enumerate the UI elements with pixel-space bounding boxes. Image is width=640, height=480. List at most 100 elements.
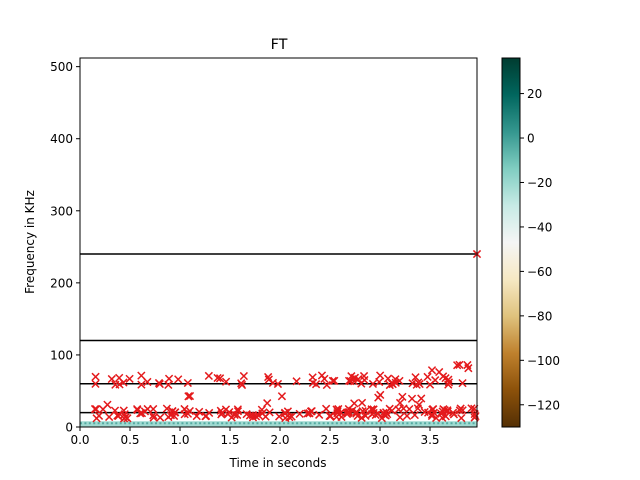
- spectrogram-band-speck: [181, 422, 184, 425]
- peak-marker: [402, 411, 412, 421]
- peak-marker: [115, 373, 124, 382]
- colorbar-tick-label: 0: [527, 132, 535, 146]
- spectrogram-band-speck: [199, 422, 202, 425]
- peak-marker: [455, 360, 464, 369]
- peak-marker: [395, 413, 405, 422]
- peak-marker: [204, 371, 213, 381]
- peak-marker: [463, 360, 472, 370]
- peak-marker: [115, 380, 124, 389]
- peak-marker: [195, 407, 204, 416]
- spectrogram-band-speck: [335, 422, 338, 425]
- spectrogram-band-speck: [238, 422, 241, 425]
- spectrogram-band-speck: [234, 422, 237, 425]
- peak-marker: [322, 380, 331, 390]
- peak-marker: [92, 414, 101, 423]
- peak-marker: [201, 411, 211, 421]
- peak-marker: [137, 380, 146, 389]
- x-tick-label: 1.0: [170, 433, 189, 447]
- peak-marker: [169, 411, 179, 421]
- spectrogram-band-speck: [406, 422, 409, 425]
- spectrogram-band-speck: [366, 422, 369, 425]
- spectrogram-band-speck: [265, 422, 268, 425]
- peak-marker: [92, 405, 101, 414]
- spectrogram-band-speck: [379, 422, 382, 425]
- peak-marker: [395, 376, 404, 386]
- peak-marker: [248, 413, 258, 422]
- spectrogram-band-speck: [225, 422, 228, 425]
- spectrogram-band-speck: [177, 422, 180, 425]
- colorbar-tick-label: −20: [527, 176, 552, 190]
- y-tick-label: 100: [50, 348, 73, 362]
- peak-marker: [183, 378, 192, 388]
- plot-frame: [79, 57, 478, 428]
- peak-marker: [184, 392, 193, 401]
- peak-marker: [440, 406, 449, 415]
- peak-marker: [435, 367, 444, 377]
- spectrogram-band-speck: [353, 422, 356, 425]
- spectrogram-band-speck: [163, 422, 166, 425]
- peak-marker: [423, 372, 432, 382]
- peak-marker: [311, 380, 321, 389]
- peak-marker: [292, 377, 301, 386]
- peak-marker: [453, 361, 462, 370]
- peak-marker: [367, 405, 376, 414]
- spectrogram-band-speck: [446, 422, 449, 425]
- peak-marker: [263, 399, 272, 408]
- peak-marker: [398, 392, 407, 401]
- spectrogram-band-speck: [300, 422, 303, 425]
- spectrogram-band-speck: [349, 422, 352, 425]
- peak-marker: [155, 379, 164, 389]
- spectrogram-band-speck: [402, 422, 405, 425]
- plot-area: [79, 57, 482, 428]
- peak-marker: [449, 410, 459, 419]
- spectrogram-band-speck: [137, 422, 140, 425]
- peak-marker: [164, 374, 174, 383]
- colorbar-tick-label: −40: [527, 220, 552, 234]
- spectrogram-band-speck: [278, 422, 281, 425]
- peak-marker: [315, 410, 324, 419]
- spectrogram-band-speck: [331, 422, 334, 425]
- spectrogram-band-speck: [357, 422, 360, 425]
- spectrogram-band-speck: [194, 422, 197, 425]
- peak-marker: [248, 411, 258, 420]
- spectrogram-band-speck: [260, 422, 263, 425]
- x-axis-label: Time in seconds: [229, 456, 327, 470]
- x-tick-label: 0.5: [120, 433, 139, 447]
- plot-background: [80, 58, 477, 427]
- peak-marker: [337, 412, 346, 422]
- peak-marker: [287, 412, 296, 421]
- peak-marker: [125, 374, 134, 383]
- peak-marker: [107, 374, 116, 384]
- peak-marker: [162, 404, 171, 413]
- spectrogram-band-speck: [291, 422, 294, 425]
- spectrogram-band-speck: [419, 422, 422, 425]
- peak-marker: [303, 409, 312, 418]
- colorbar-tick-label: −80: [527, 309, 552, 323]
- spectrogram-band-speck: [362, 422, 365, 425]
- peak-marker: [456, 404, 465, 413]
- peak-marker: [431, 376, 440, 385]
- spectrogram-band-speck: [274, 422, 277, 425]
- peak-marker: [227, 413, 236, 422]
- peak-marker: [457, 413, 466, 423]
- peak-markers: [90, 249, 482, 423]
- spectrogram-band-speck: [344, 422, 347, 425]
- peak-marker: [328, 376, 337, 386]
- peak-marker: [123, 414, 132, 423]
- peak-marker: [277, 392, 287, 401]
- x-axis: 0.0 0.5 1.0 1.5 2.0 2.5 3.0 3.5: [70, 427, 440, 447]
- spectrogram-band-speck: [93, 422, 96, 425]
- peak-marker: [326, 411, 335, 421]
- spectrogram-band-speck: [190, 422, 193, 425]
- spectrogram-band-speck: [397, 422, 400, 425]
- spectrogram-band-speck: [415, 422, 418, 425]
- y-tick-label: 400: [50, 132, 73, 146]
- spectrogram-band-speck: [115, 422, 118, 425]
- spectrogram-band-speck: [221, 422, 224, 425]
- spectrogram-band-speck: [304, 422, 307, 425]
- spectrogram-band-speck: [309, 422, 312, 425]
- peak-marker: [414, 400, 424, 409]
- spectrogram-band-speck: [172, 422, 175, 425]
- spectrogram-band-speck: [146, 422, 149, 425]
